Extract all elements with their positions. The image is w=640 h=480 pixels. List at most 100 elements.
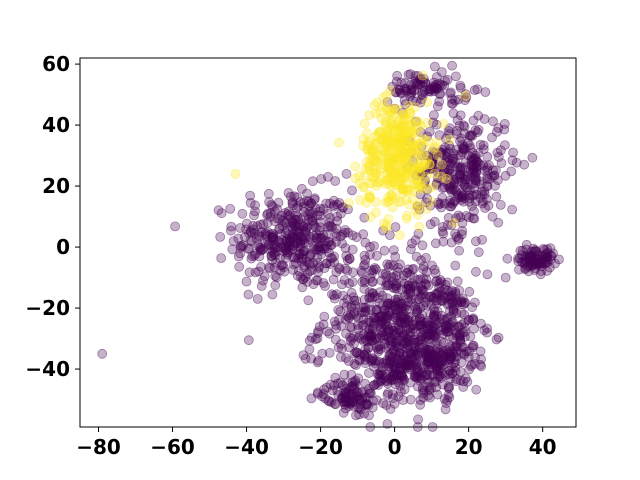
data-point [391, 296, 402, 307]
data-point [471, 156, 482, 167]
data-point [340, 393, 351, 404]
data-point [359, 294, 370, 305]
data-point [415, 290, 426, 301]
data-point [227, 244, 238, 255]
data-point [406, 294, 417, 304]
data-point [388, 325, 399, 336]
data-point [387, 157, 398, 168]
data-point [451, 346, 462, 357]
data-point [276, 229, 287, 240]
data-point [405, 330, 416, 341]
data-point [425, 164, 436, 174]
data-point [386, 180, 397, 191]
data-point [393, 342, 404, 353]
data-point [383, 280, 394, 291]
data-point [360, 358, 371, 369]
data-point [364, 331, 375, 342]
data-point [403, 100, 414, 111]
data-point [422, 324, 433, 335]
data-point [275, 238, 286, 248]
data-point [401, 163, 412, 174]
data-point [380, 320, 391, 331]
data-point [426, 291, 437, 302]
data-point [295, 272, 306, 282]
data-point [389, 154, 400, 164]
data-point [506, 166, 517, 177]
data-point [279, 266, 290, 277]
data-point [467, 164, 478, 175]
data-point [384, 358, 395, 369]
data-point [335, 208, 346, 219]
data-point [424, 356, 435, 367]
data-point [392, 115, 403, 126]
data-point [443, 389, 454, 400]
data-point [415, 189, 426, 200]
data-point [416, 292, 427, 303]
data-point [455, 172, 465, 183]
data-point [449, 195, 460, 206]
data-point [407, 156, 418, 167]
data-point [405, 135, 416, 146]
data-point [390, 379, 401, 390]
data-point [253, 230, 264, 241]
data-point [435, 295, 446, 306]
data-point [457, 147, 468, 158]
data-point [437, 192, 448, 203]
data-point [359, 307, 370, 318]
data-point [267, 255, 278, 265]
data-point [257, 244, 268, 255]
data-point [460, 128, 470, 139]
data-point [381, 133, 392, 144]
data-point [410, 368, 421, 379]
data-point [459, 331, 470, 342]
data-point [395, 259, 405, 270]
data-point [388, 345, 399, 356]
data-point [443, 381, 454, 392]
data-point [419, 85, 430, 96]
data-point [529, 265, 540, 276]
data-point [350, 300, 361, 311]
data-point [297, 253, 308, 264]
data-point [410, 70, 421, 81]
data-point [390, 322, 401, 333]
data-point [453, 321, 464, 332]
data-point [482, 180, 492, 191]
data-point [437, 290, 448, 301]
data-point [383, 299, 394, 310]
data-point [532, 250, 543, 261]
data-point [375, 175, 386, 186]
data-point [402, 343, 413, 354]
data-point [405, 323, 416, 334]
data-point [520, 254, 530, 265]
data-point [273, 237, 284, 248]
data-point [390, 169, 401, 180]
data-point [308, 258, 319, 269]
data-point [464, 190, 474, 201]
data-point [348, 267, 359, 278]
data-point [347, 244, 358, 255]
data-point [413, 336, 424, 347]
data-point [300, 227, 311, 237]
data-point [386, 272, 396, 283]
data-point [456, 297, 467, 308]
data-point [383, 325, 394, 336]
data-point [436, 171, 447, 182]
data-point [415, 319, 426, 330]
data-point [424, 370, 435, 381]
data-point [444, 319, 455, 330]
data-point [401, 339, 411, 350]
data-point [317, 391, 327, 402]
data-point [382, 280, 393, 291]
data-point [369, 380, 380, 390]
data-point [421, 320, 432, 331]
data-point [278, 262, 289, 273]
data-point [424, 383, 435, 394]
data-point [411, 96, 422, 107]
data-point [442, 285, 453, 296]
data-point [358, 134, 369, 145]
data-point [367, 402, 378, 413]
data-point [479, 186, 490, 197]
data-point [354, 409, 365, 420]
data-point [418, 77, 429, 88]
data-point [440, 142, 451, 153]
